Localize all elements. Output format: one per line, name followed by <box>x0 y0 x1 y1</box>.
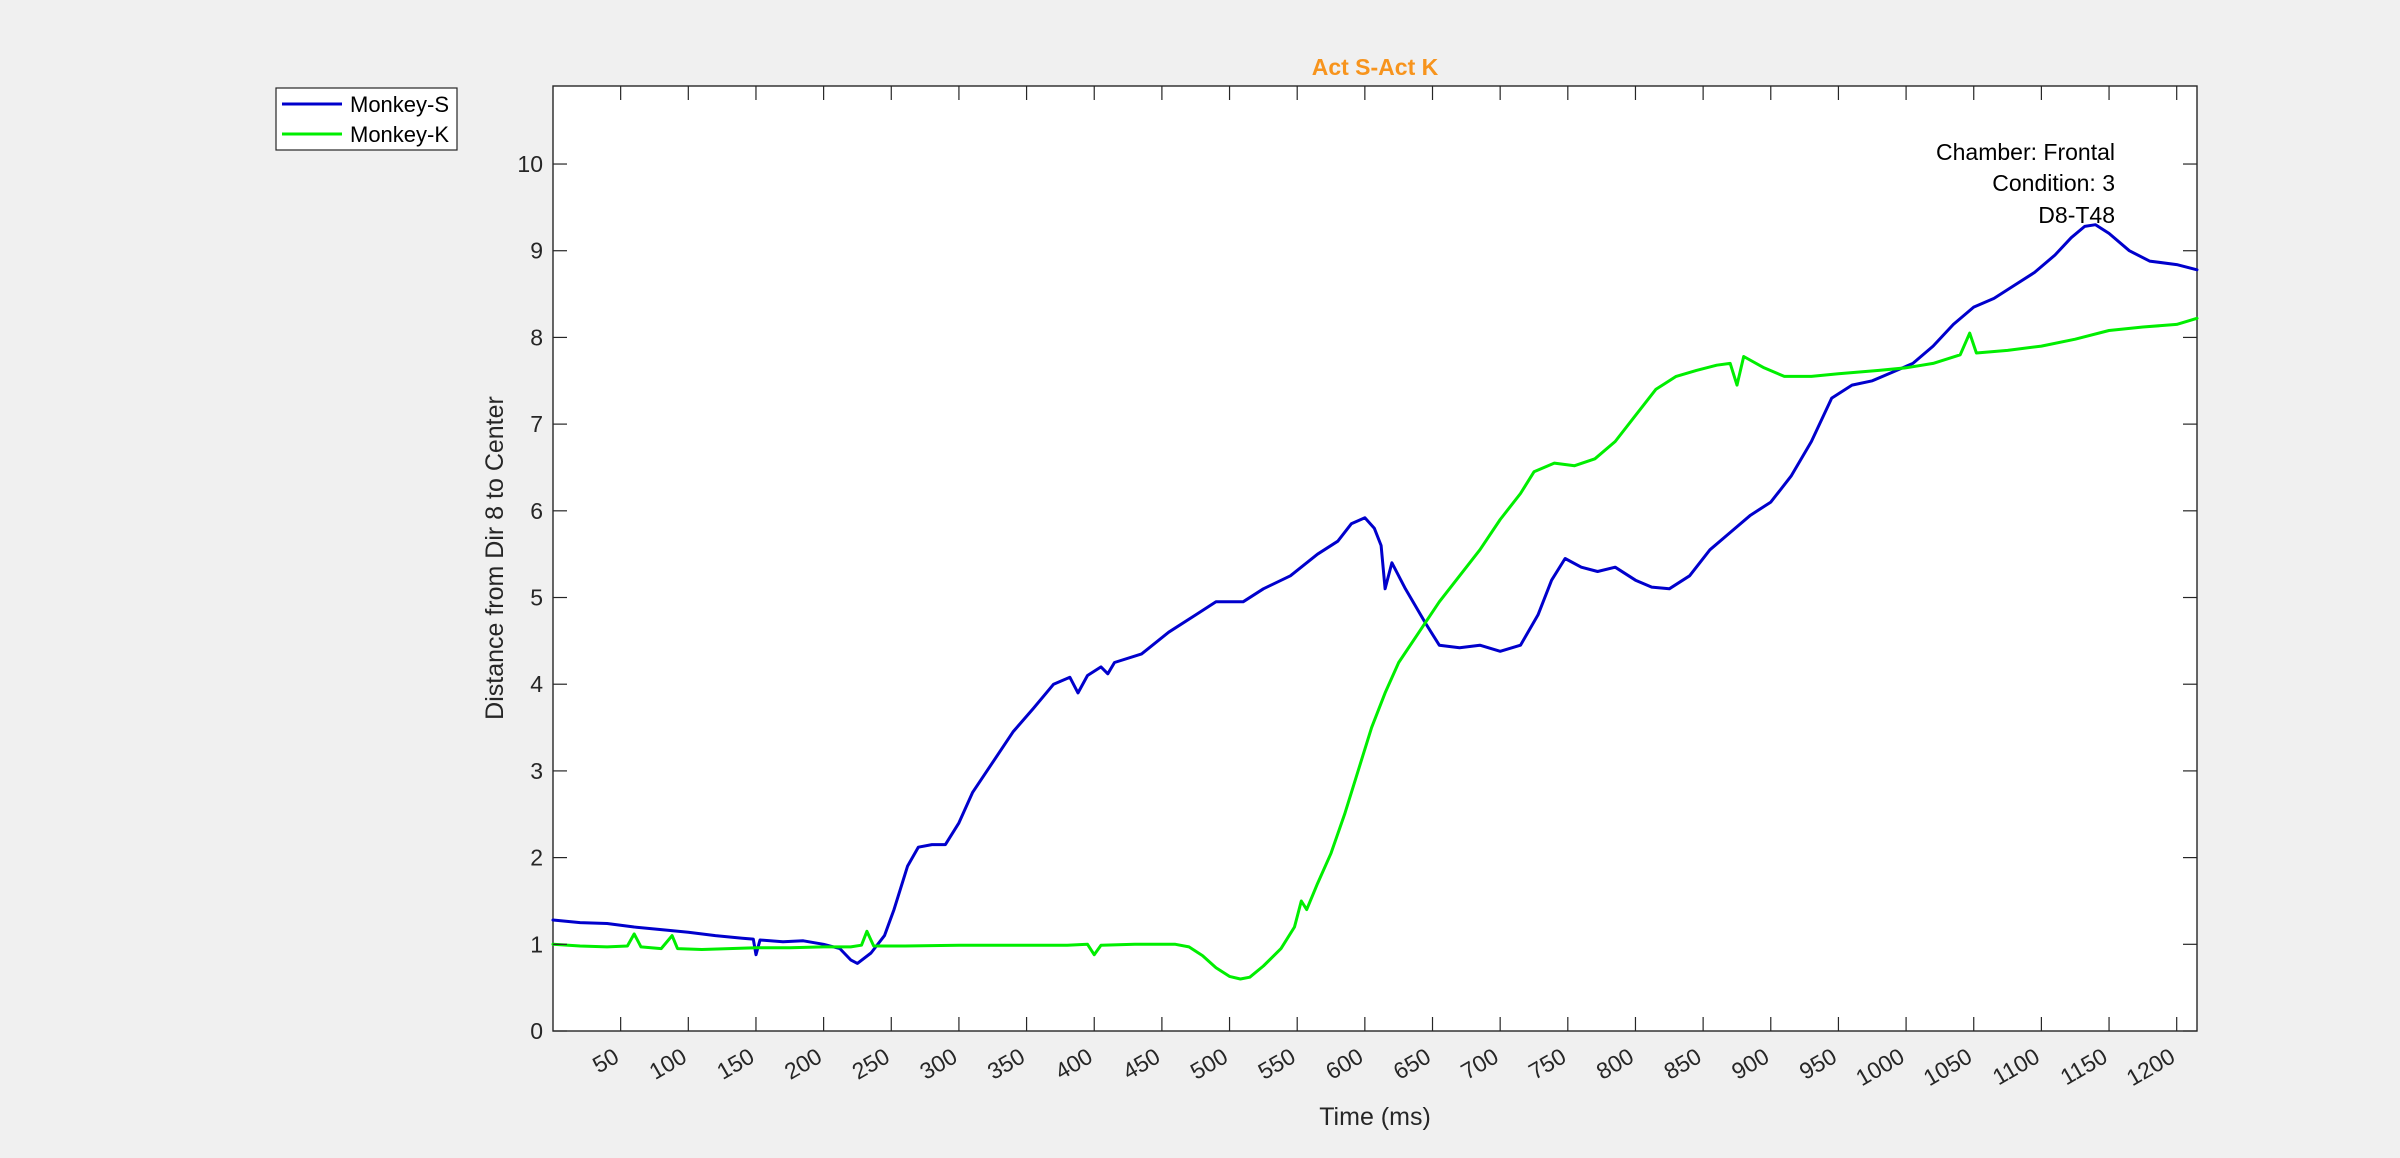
plot-area <box>552 85 2198 1032</box>
y-tick-label: 1 <box>530 931 543 957</box>
legend-label-monkey-k: Monkey-K <box>350 122 449 147</box>
y-tick-label: 3 <box>530 758 543 784</box>
legend-box <box>275 87 458 151</box>
legend-label-monkey-s: Monkey-S <box>350 92 449 117</box>
chart-title: Act S-Act K <box>1312 54 1439 80</box>
y-tick-label: 2 <box>530 845 543 871</box>
annotation-box: Chamber: Frontal Condition: 3 D8-T48 <box>1936 139 2115 228</box>
series-layer <box>551 223 2199 981</box>
annotation-chamber: Chamber: Frontal <box>1936 139 2115 165</box>
y-tick-label: 8 <box>530 324 543 350</box>
y-tick-label: 6 <box>530 498 543 524</box>
x-axis-label: Time (ms) <box>1319 1103 1431 1131</box>
y-tick-label: 10 <box>517 151 543 177</box>
annotation-condition: Condition: 3 <box>1992 170 2115 196</box>
y-tick-label: 9 <box>530 238 543 264</box>
y-tick-label: 7 <box>530 411 543 437</box>
y-tick-label: 5 <box>530 585 543 611</box>
annotation-trial: D8-T48 <box>2038 202 2115 228</box>
series-line-monkey-k <box>551 316 2199 981</box>
y-axis-label: Distance from Dir 8 to Center <box>481 396 509 720</box>
legend: Monkey-S Monkey-K <box>275 87 458 151</box>
y-tick-label: 4 <box>530 671 543 697</box>
y-tick-label: 0 <box>530 1018 543 1044</box>
